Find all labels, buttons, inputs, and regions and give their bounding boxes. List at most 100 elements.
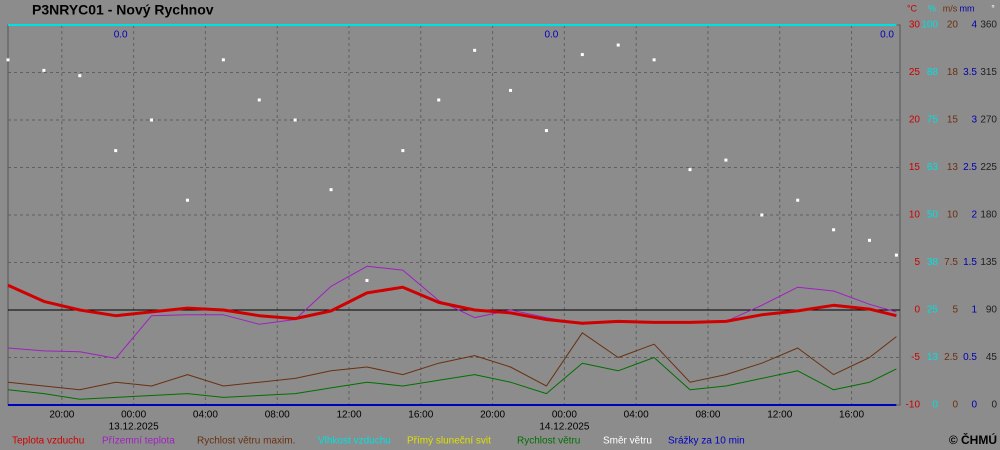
y-tick-label: 270 [980, 115, 997, 126]
y-tick-label: -10 [906, 400, 921, 411]
y-tick-label: 63 [927, 162, 939, 173]
y-tick-label: 135 [980, 257, 997, 268]
y-tick-label: 5 [952, 305, 958, 316]
y-tick-label: 180 [980, 210, 997, 221]
wind-direction-dot [150, 118, 154, 122]
chart-title: P3NRYC01 - Nový Rychnov [32, 2, 214, 18]
y-tick-label: 1.5 [963, 257, 977, 268]
y-tick-label: 315 [980, 67, 997, 78]
x-tick-label: 08:00 [695, 410, 720, 421]
wind-direction-dot [437, 98, 441, 102]
y-tick-label: 20 [947, 20, 959, 31]
copyright: © ČHMÚ [949, 432, 997, 447]
wind-direction-dot [257, 98, 261, 102]
x-tick-label: 16:00 [839, 410, 864, 421]
wind-direction-dot [365, 278, 369, 282]
y-tick-label: 10 [947, 210, 959, 221]
wind-direction-dot [724, 158, 728, 162]
wind-direction-dot [185, 198, 189, 202]
wind-direction-dot [580, 53, 584, 57]
x-tick-label: 20:00 [480, 410, 505, 421]
axis-unit: ° [991, 3, 995, 13]
y-tick-label: 15 [909, 162, 921, 173]
y-tick-label: 360 [980, 20, 997, 31]
y-tick-label: 10 [909, 210, 921, 221]
x-tick-label: 20:00 [49, 410, 74, 421]
y-tick-label: 225 [980, 162, 997, 173]
wind-direction-dot [832, 228, 836, 232]
y-tick-label: 0.5 [963, 352, 977, 363]
y-tick-label: 88 [927, 67, 939, 78]
wind-direction-dot [867, 238, 871, 242]
y-tick-label: 0 [914, 305, 920, 316]
y-tick-label: 0 [932, 400, 938, 411]
wind-direction-dot [760, 213, 764, 217]
y-tick-label: 25 [927, 305, 939, 316]
y-tick-label: 100 [921, 20, 938, 31]
x-tick-label: 08:00 [265, 410, 290, 421]
x-tick-label: 00:00 [552, 410, 577, 421]
y-tick-label: 2.5 [963, 162, 977, 173]
x-tick-label: 00:00 [121, 410, 146, 421]
wind-direction-dot [652, 58, 656, 62]
x-tick-label: 12:00 [767, 410, 792, 421]
y-tick-label: 18 [947, 67, 959, 78]
series-line [7, 283, 897, 325]
y-tick-label: 0 [971, 400, 977, 411]
series-line [7, 357, 897, 400]
y-tick-label: 13 [927, 352, 939, 363]
y-tick-label: 90 [986, 305, 998, 316]
legend-entry: Rychlost větru [517, 436, 580, 447]
series-line [7, 265, 897, 359]
legend-entry: Teplota vzduchu [12, 436, 84, 447]
y-tick-label: 3.5 [963, 67, 977, 78]
y-tick-label: 13 [947, 162, 959, 173]
legend-entry: Přízemní teplota [102, 436, 175, 447]
axis-unit: mm [960, 3, 975, 13]
wind-direction-dot [401, 149, 405, 153]
axis-unit: °C [907, 3, 918, 13]
y-tick-label: 20 [909, 115, 921, 126]
wind-direction-dot [473, 48, 477, 52]
y-tick-label: 2 [971, 210, 977, 221]
y-tick-label: 75 [927, 115, 939, 126]
y-tick-label: 25 [909, 67, 921, 78]
y-tick-label: 38 [927, 257, 939, 268]
y-tick-label: 2.5 [944, 352, 958, 363]
wind-direction-dot [42, 68, 46, 72]
y-tick-label: 0 [952, 400, 958, 411]
x-tick-label: 16:00 [408, 410, 433, 421]
legend-entry: Směr větru [603, 436, 652, 447]
legend-entry: Přímý sluneční svit [407, 436, 491, 447]
y-tick-label: 50 [927, 210, 939, 221]
legend-entry: Vlhkost vzduchu [318, 436, 391, 447]
wind-direction-dot [78, 74, 82, 78]
wind-direction-dot [796, 198, 800, 202]
wind-direction-dot [616, 43, 620, 47]
precipitation-total: 0.0 [114, 30, 128, 41]
axis-unit: % [928, 3, 936, 13]
wind-direction-dot [6, 58, 10, 62]
date-label: 13.12.2025 [109, 422, 159, 433]
wind-direction-dot [509, 88, 513, 92]
wind-direction-dot [293, 118, 297, 122]
y-tick-label: 3 [971, 115, 977, 126]
legend-entry: Rychlost větru maxim. [197, 436, 295, 447]
y-tick-label: 4 [971, 20, 977, 31]
wind-direction-dot [894, 253, 898, 257]
axis-unit: m/s [943, 3, 958, 13]
series-line [7, 332, 897, 391]
x-tick-label: 04:00 [193, 410, 218, 421]
wind-direction-dot [221, 58, 225, 62]
x-tick-label: 12:00 [336, 410, 361, 421]
y-tick-label: 1 [971, 305, 977, 316]
wind-direction-dot [329, 188, 333, 192]
precipitation-total: 0.0 [880, 30, 894, 41]
x-tick-label: 04:00 [624, 410, 649, 421]
y-tick-label: 15 [947, 115, 959, 126]
wind-direction-dot [114, 149, 118, 153]
y-tick-label: 30 [909, 20, 921, 31]
y-tick-label: 0 [991, 400, 997, 411]
legend-entry: Srážky za 10 min [668, 436, 745, 447]
